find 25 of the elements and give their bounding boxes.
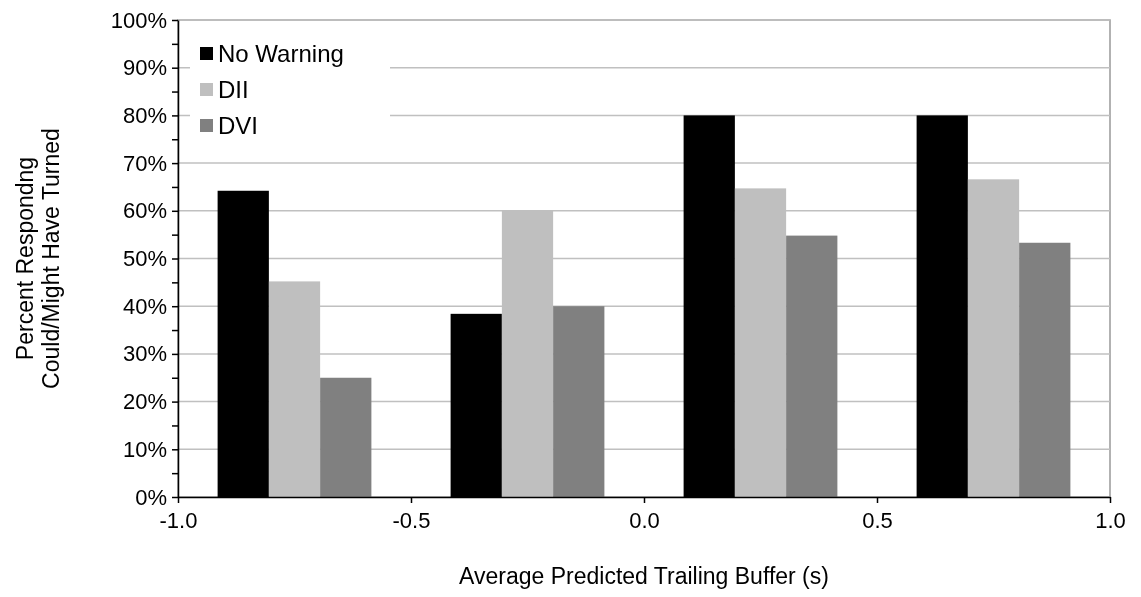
y-tick-label: 70%	[122, 150, 167, 176]
y-tick-label: 10%	[122, 436, 167, 462]
y-tick-label: 50%	[122, 246, 167, 272]
x-tick-label: 1.0	[1095, 508, 1126, 533]
y-tick-label: 40%	[122, 293, 167, 319]
y-axis-title: Percent Respondng Could/Might Have Turned	[12, 128, 65, 389]
y-tick-label: 80%	[122, 102, 167, 128]
legend-label: No Warning	[218, 40, 344, 67]
y-tick-label: 90%	[122, 55, 167, 81]
x-tick-label: -1.0	[159, 508, 198, 533]
bar	[320, 377, 372, 497]
bar	[786, 235, 838, 497]
y-tick-label: 100%	[110, 7, 167, 33]
y-tick-label: 20%	[122, 389, 167, 415]
y-tick-label: 0%	[135, 484, 167, 510]
y-tick-label: 30%	[122, 341, 167, 367]
y-tick-label: 60%	[122, 198, 167, 224]
x-tick-label: 0.5	[862, 508, 893, 533]
x-tick-label: 0.0	[629, 508, 660, 533]
x-axis-title: Average Predicted Trailing Buffer (s)	[459, 563, 829, 589]
legend-label: DVI	[218, 112, 259, 139]
bar	[1019, 242, 1071, 497]
bar	[553, 306, 605, 497]
legend-label: DII	[218, 76, 249, 103]
x-tick-label: -0.5	[392, 508, 431, 533]
